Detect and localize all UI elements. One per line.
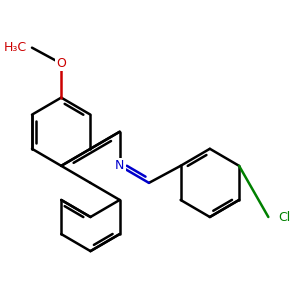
Text: Cl: Cl — [278, 211, 290, 224]
Text: N: N — [115, 159, 124, 172]
Text: O: O — [56, 57, 66, 70]
Text: H₃C: H₃C — [4, 41, 27, 54]
